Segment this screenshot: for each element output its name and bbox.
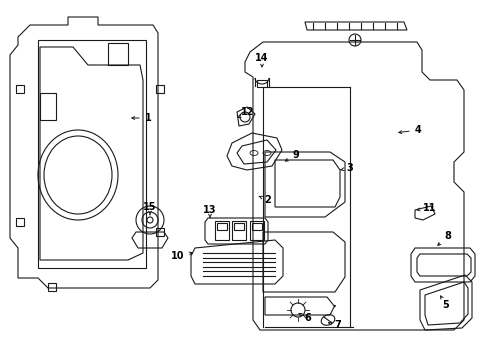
Text: 6: 6 (298, 313, 311, 323)
Text: 12: 12 (238, 107, 254, 117)
Text: 2: 2 (259, 195, 271, 205)
Text: 5: 5 (440, 296, 448, 310)
Text: 9: 9 (285, 150, 299, 161)
Text: 15: 15 (143, 202, 157, 215)
Text: 11: 11 (416, 203, 436, 213)
Text: 8: 8 (437, 231, 450, 246)
Text: 3: 3 (340, 163, 353, 173)
Text: 1: 1 (132, 113, 151, 123)
Text: 14: 14 (255, 53, 268, 67)
Text: 10: 10 (171, 251, 192, 261)
Text: 13: 13 (203, 205, 216, 218)
Text: 7: 7 (328, 320, 341, 330)
Text: 4: 4 (398, 125, 421, 135)
